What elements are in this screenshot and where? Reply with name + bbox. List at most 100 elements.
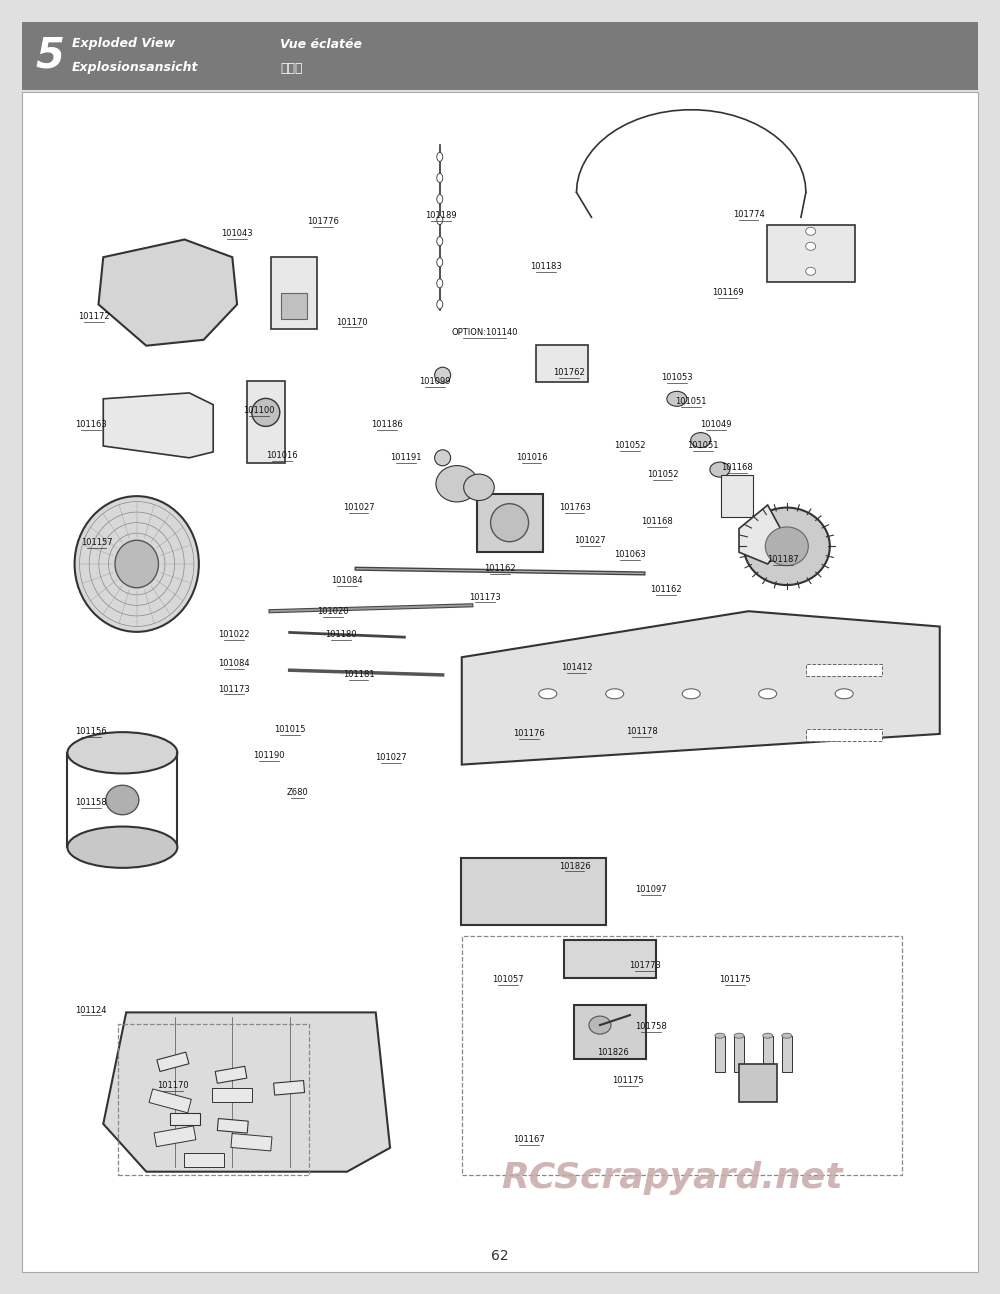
Text: 101167: 101167 [513, 1135, 545, 1144]
Text: 101015: 101015 [274, 725, 305, 734]
Text: 101189: 101189 [425, 211, 457, 220]
Ellipse shape [835, 688, 853, 699]
Ellipse shape [710, 462, 730, 477]
Bar [806, 729, 882, 741]
Text: 101162: 101162 [651, 585, 682, 594]
Text: 101190: 101190 [253, 751, 284, 760]
Text: 101051: 101051 [687, 441, 718, 450]
Ellipse shape [763, 1033, 773, 1038]
Text: 101057: 101057 [492, 974, 523, 983]
Text: 101016: 101016 [516, 453, 547, 462]
Text: 101049: 101049 [700, 421, 732, 430]
Text: 101175: 101175 [612, 1077, 644, 1086]
Ellipse shape [589, 1016, 611, 1034]
Text: 101097: 101097 [635, 885, 667, 894]
Text: 101170: 101170 [336, 317, 368, 326]
Text: 101022: 101022 [218, 630, 250, 639]
Text: Explosionsansicht: Explosionsansicht [72, 62, 198, 75]
Ellipse shape [435, 450, 451, 466]
Bar [462, 936, 902, 1175]
Text: 101052: 101052 [614, 441, 646, 450]
Bar [149, 1090, 191, 1113]
Text: 101758: 101758 [635, 1022, 667, 1031]
Text: 101053: 101053 [661, 373, 693, 382]
Bar [274, 1080, 305, 1095]
Text: 101763: 101763 [559, 503, 591, 512]
Text: 101774: 101774 [733, 210, 764, 219]
Bar [215, 1066, 247, 1083]
Polygon shape [103, 393, 213, 458]
Bar [231, 1134, 272, 1150]
Bar [184, 1153, 224, 1167]
Text: 101826: 101826 [597, 1048, 629, 1057]
Bar [217, 1118, 248, 1134]
Text: 101178: 101178 [626, 727, 657, 736]
Ellipse shape [682, 688, 700, 699]
Text: 101158: 101158 [75, 798, 107, 807]
FancyBboxPatch shape [247, 382, 285, 463]
Text: RCScrapyard.net: RCScrapyard.net [501, 1161, 843, 1194]
Ellipse shape [437, 153, 443, 162]
FancyBboxPatch shape [739, 1064, 777, 1102]
Text: 101183: 101183 [530, 263, 562, 272]
Ellipse shape [765, 527, 808, 565]
Text: 101173: 101173 [218, 685, 250, 694]
Bar [118, 1024, 309, 1175]
FancyBboxPatch shape [574, 1005, 646, 1058]
Text: 101187: 101187 [767, 555, 799, 564]
Ellipse shape [437, 300, 443, 309]
Bar [157, 1052, 189, 1071]
Text: 101124: 101124 [75, 1005, 107, 1014]
Ellipse shape [436, 466, 478, 502]
Ellipse shape [437, 258, 443, 267]
Ellipse shape [744, 507, 830, 585]
Text: 62: 62 [491, 1249, 509, 1263]
Text: 101175: 101175 [719, 974, 751, 983]
Bar [763, 1035, 773, 1071]
Polygon shape [98, 239, 237, 345]
Ellipse shape [734, 1033, 744, 1038]
Text: 5: 5 [36, 35, 64, 78]
Ellipse shape [67, 732, 177, 774]
Text: 101027: 101027 [574, 536, 606, 545]
FancyBboxPatch shape [477, 494, 543, 551]
Text: 展開図: 展開図 [280, 62, 302, 75]
Ellipse shape [606, 688, 624, 699]
Ellipse shape [437, 216, 443, 225]
Polygon shape [462, 611, 940, 765]
Text: Z680: Z680 [286, 788, 308, 797]
Text: 101043: 101043 [221, 229, 253, 238]
Ellipse shape [464, 474, 494, 501]
Text: 101027: 101027 [343, 503, 374, 512]
FancyBboxPatch shape [281, 292, 307, 318]
Bar [782, 1035, 792, 1071]
Text: 101052: 101052 [647, 470, 678, 479]
Ellipse shape [437, 237, 443, 246]
Text: 101084: 101084 [218, 659, 250, 668]
Ellipse shape [806, 228, 816, 236]
Text: 101163: 101163 [75, 421, 107, 430]
Ellipse shape [115, 541, 158, 587]
Text: 101156: 101156 [75, 727, 107, 736]
Text: 101051: 101051 [675, 397, 707, 405]
Ellipse shape [252, 399, 280, 427]
Ellipse shape [491, 503, 529, 542]
Ellipse shape [715, 1033, 725, 1038]
Text: 101027: 101027 [375, 753, 407, 762]
Text: 101084: 101084 [331, 576, 363, 585]
Text: 101172: 101172 [78, 312, 110, 321]
Text: 101063: 101063 [614, 550, 646, 559]
FancyBboxPatch shape [461, 858, 606, 925]
Text: 101100: 101100 [243, 406, 275, 415]
Text: 101020: 101020 [317, 607, 348, 616]
Text: 101826: 101826 [559, 862, 590, 871]
Text: Vue éclatée: Vue éclatée [280, 38, 362, 50]
Text: 101181: 101181 [343, 670, 374, 679]
Text: 101191: 101191 [391, 453, 422, 462]
Ellipse shape [782, 1033, 792, 1038]
Ellipse shape [437, 173, 443, 182]
Text: 101186: 101186 [371, 421, 403, 430]
Ellipse shape [67, 827, 177, 868]
FancyBboxPatch shape [536, 345, 588, 383]
Ellipse shape [437, 278, 443, 287]
